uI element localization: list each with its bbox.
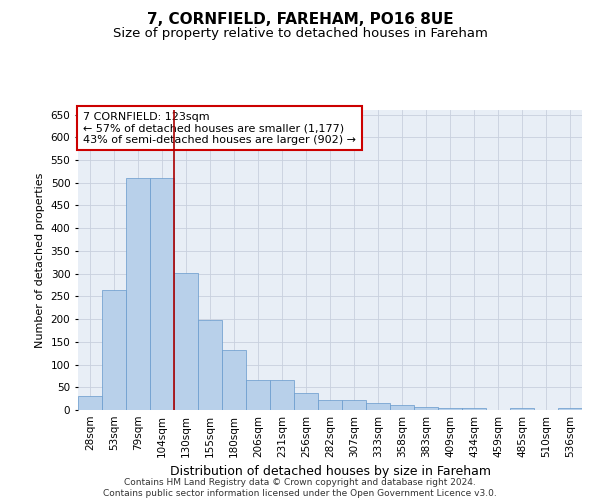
Bar bbox=[510, 408, 534, 410]
Bar bbox=[126, 178, 150, 410]
Bar bbox=[174, 272, 198, 410]
Bar bbox=[246, 380, 270, 410]
Y-axis label: Number of detached properties: Number of detached properties bbox=[35, 172, 45, 348]
Bar bbox=[366, 403, 390, 410]
Text: 7, CORNFIELD, FAREHAM, PO16 8UE: 7, CORNFIELD, FAREHAM, PO16 8UE bbox=[146, 12, 454, 28]
Bar bbox=[222, 350, 246, 410]
Bar bbox=[414, 407, 438, 410]
Bar bbox=[294, 392, 318, 410]
Text: Size of property relative to detached houses in Fareham: Size of property relative to detached ho… bbox=[113, 28, 487, 40]
Bar bbox=[390, 406, 414, 410]
Bar bbox=[438, 408, 462, 410]
Bar bbox=[462, 408, 486, 410]
Bar bbox=[318, 400, 342, 410]
Bar bbox=[78, 396, 102, 410]
Bar bbox=[198, 320, 222, 410]
Bar bbox=[270, 380, 294, 410]
X-axis label: Distribution of detached houses by size in Fareham: Distribution of detached houses by size … bbox=[170, 466, 491, 478]
Text: Contains HM Land Registry data © Crown copyright and database right 2024.
Contai: Contains HM Land Registry data © Crown c… bbox=[103, 478, 497, 498]
Bar bbox=[558, 408, 582, 410]
Bar bbox=[102, 290, 126, 410]
Bar bbox=[342, 400, 366, 410]
Bar bbox=[150, 178, 174, 410]
Text: 7 CORNFIELD: 123sqm
← 57% of detached houses are smaller (1,177)
43% of semi-det: 7 CORNFIELD: 123sqm ← 57% of detached ho… bbox=[83, 112, 356, 144]
